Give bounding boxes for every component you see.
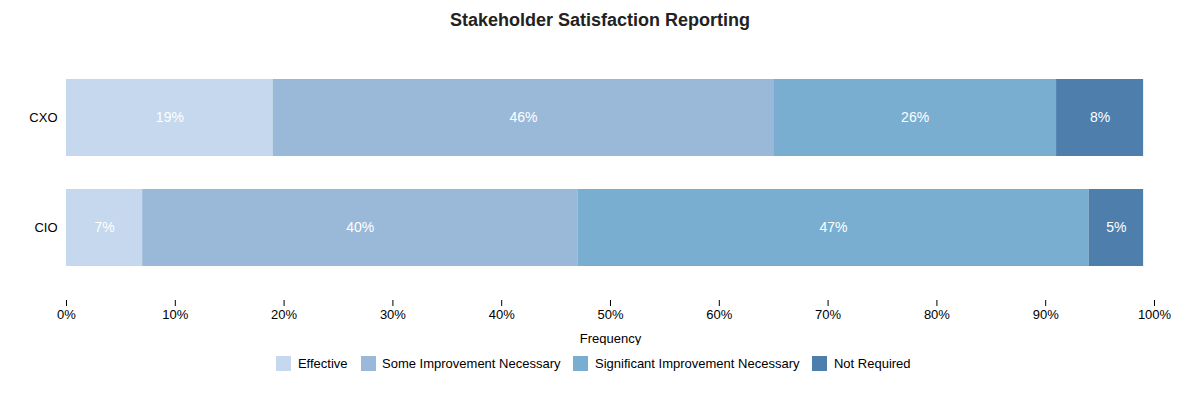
- svg-text:5%: 5%: [1106, 219, 1126, 235]
- svg-text:CIO: CIO: [34, 220, 57, 235]
- svg-text:0%: 0%: [57, 307, 76, 322]
- svg-text:60%: 60%: [706, 307, 732, 322]
- html-text:Some Improvement Necessary: Some Improvement Necessary: [382, 356, 561, 371]
- svg-text:100%: 100%: [1138, 307, 1172, 322]
- svg-text:8%: 8%: [1090, 109, 1110, 125]
- svg-text:80%: 80%: [924, 307, 950, 322]
- svg-text:50%: 50%: [597, 307, 623, 322]
- svg-text:20%: 20%: [271, 307, 297, 322]
- svg-text:70%: 70%: [815, 307, 841, 322]
- svg-text:40%: 40%: [489, 307, 515, 322]
- svg-text:30%: 30%: [380, 307, 406, 322]
- svg-text:19%: 19%: [156, 109, 184, 125]
- html-text:Effective: Effective: [297, 356, 348, 371]
- svg-text:40%: 40%: [346, 219, 374, 235]
- html-text:Significant Improvement Necess: Significant Improvement Necessary: [595, 356, 800, 371]
- svg-text:10%: 10%: [162, 307, 188, 322]
- svg-text:46%: 46%: [509, 109, 537, 125]
- svg-text:7%: 7%: [94, 219, 114, 235]
- html-text:Stakeholder Satisfaction Repor: Stakeholder Satisfaction Reporting: [450, 10, 750, 30]
- svg-text:26%: 26%: [901, 109, 929, 125]
- svg-text:CXO: CXO: [29, 110, 57, 125]
- svg-text:Frequency: Frequency: [580, 331, 642, 346]
- svg-text:90%: 90%: [1033, 307, 1059, 322]
- svg-text:47%: 47%: [820, 219, 848, 235]
- html-text:Not Required: Not Required: [834, 356, 911, 371]
